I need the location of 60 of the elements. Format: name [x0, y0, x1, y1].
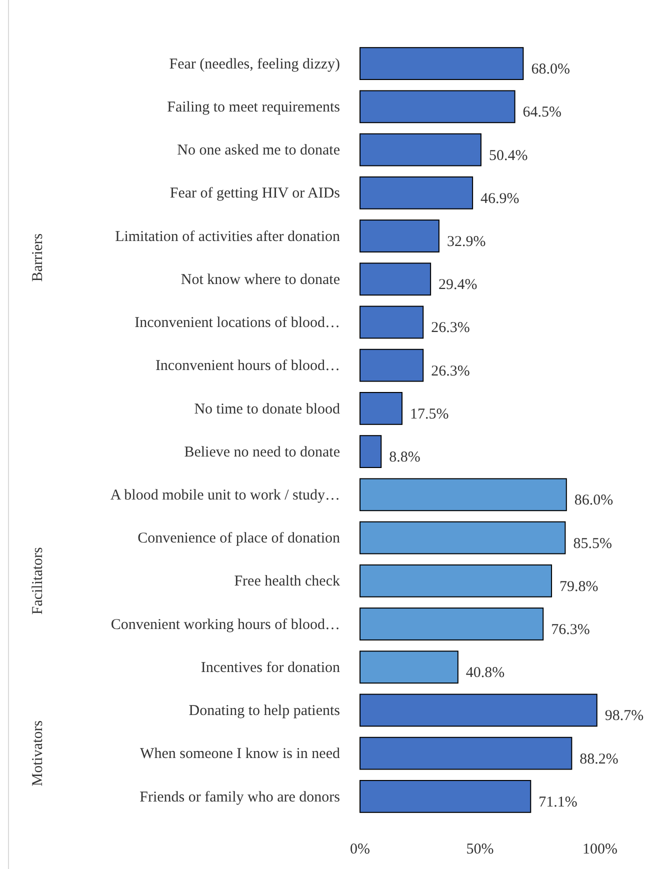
- y-tick-label: Believe no need to donate: [184, 444, 340, 460]
- data-label: 8.8%: [389, 450, 420, 466]
- bar: [360, 47, 524, 80]
- data-label: 79.8%: [560, 578, 598, 595]
- text: Motivators: [30, 720, 46, 786]
- bar: [360, 650, 458, 684]
- y-tick-label: Fear (needles, feeling dizzy): [169, 56, 340, 72]
- y-tick-label: Not know where to donate: [180, 272, 340, 288]
- bar: [360, 694, 598, 727]
- bar: [360, 780, 532, 813]
- bar: [360, 348, 424, 382]
- y-tick-label: Failing to meet requirements: [167, 99, 340, 116]
- bar: [360, 736, 572, 770]
- data-label: 50.4%: [488, 148, 528, 164]
- bar: [360, 435, 382, 468]
- y-tick-label: Inconvenient locations of blood…: [134, 315, 340, 332]
- y-tick-label: Limitation of activities after donation: [115, 228, 340, 245]
- y-tick-label: When someone I know is in need: [140, 746, 340, 762]
- bar: [360, 220, 440, 252]
- y-tick-label: Convenient working hours of blood…: [110, 616, 340, 633]
- text: Barriers: [30, 233, 46, 282]
- data-label: 64.5%: [522, 104, 562, 121]
- bar: [360, 564, 552, 598]
- data-label: 17.5%: [410, 406, 449, 422]
- x-tick-label: 100%: [582, 842, 618, 858]
- y-tick-label: Fear of getting HIV or AIDs: [170, 186, 340, 202]
- data-label: 76.3%: [551, 622, 590, 638]
- data-label: 40.8%: [466, 665, 505, 682]
- bar: [360, 176, 474, 210]
- y-tick-label: No one asked me to donate: [177, 142, 340, 159]
- text: Facilitators: [30, 546, 46, 615]
- bar: [360, 608, 544, 640]
- y-tick-label: Inconvenient hours of blood…: [155, 358, 340, 374]
- y-tick-label: Convenience of place of donation: [138, 530, 340, 547]
- bar: [360, 306, 424, 339]
- data-label: 98.7%: [604, 708, 644, 724]
- data-label: 32.9%: [446, 234, 486, 250]
- x-tick-label: 0%: [350, 842, 370, 858]
- y-tick-label: Incentives for donation: [200, 660, 340, 676]
- bar: [360, 478, 567, 512]
- data-label: 88.2%: [580, 751, 618, 768]
- bar: [360, 262, 432, 296]
- y-tick-label: Free health check: [234, 574, 340, 590]
- bar: [360, 90, 516, 124]
- y-tick-label: A blood mobile unit to work / study…: [110, 487, 340, 504]
- data-label: 26.3%: [431, 320, 470, 336]
- y-tick-label: Donating to help patients: [188, 703, 340, 720]
- data-label: 85.5%: [573, 536, 612, 552]
- bar: [360, 521, 566, 554]
- data-label: 46.9%: [480, 190, 520, 207]
- x-tick-label: 50%: [466, 842, 494, 858]
- data-label: 86.0%: [574, 492, 614, 509]
- bar: [360, 133, 482, 166]
- data-label: 29.4%: [438, 277, 478, 294]
- y-tick-label: Friends or family who are donors: [140, 789, 340, 806]
- bar: [360, 392, 402, 425]
- data-label: 71.1%: [538, 794, 578, 810]
- data-label: 26.3%: [431, 363, 470, 380]
- data-label: 68.0%: [531, 62, 570, 78]
- y-tick-label: No time to donate blood: [194, 401, 340, 418]
